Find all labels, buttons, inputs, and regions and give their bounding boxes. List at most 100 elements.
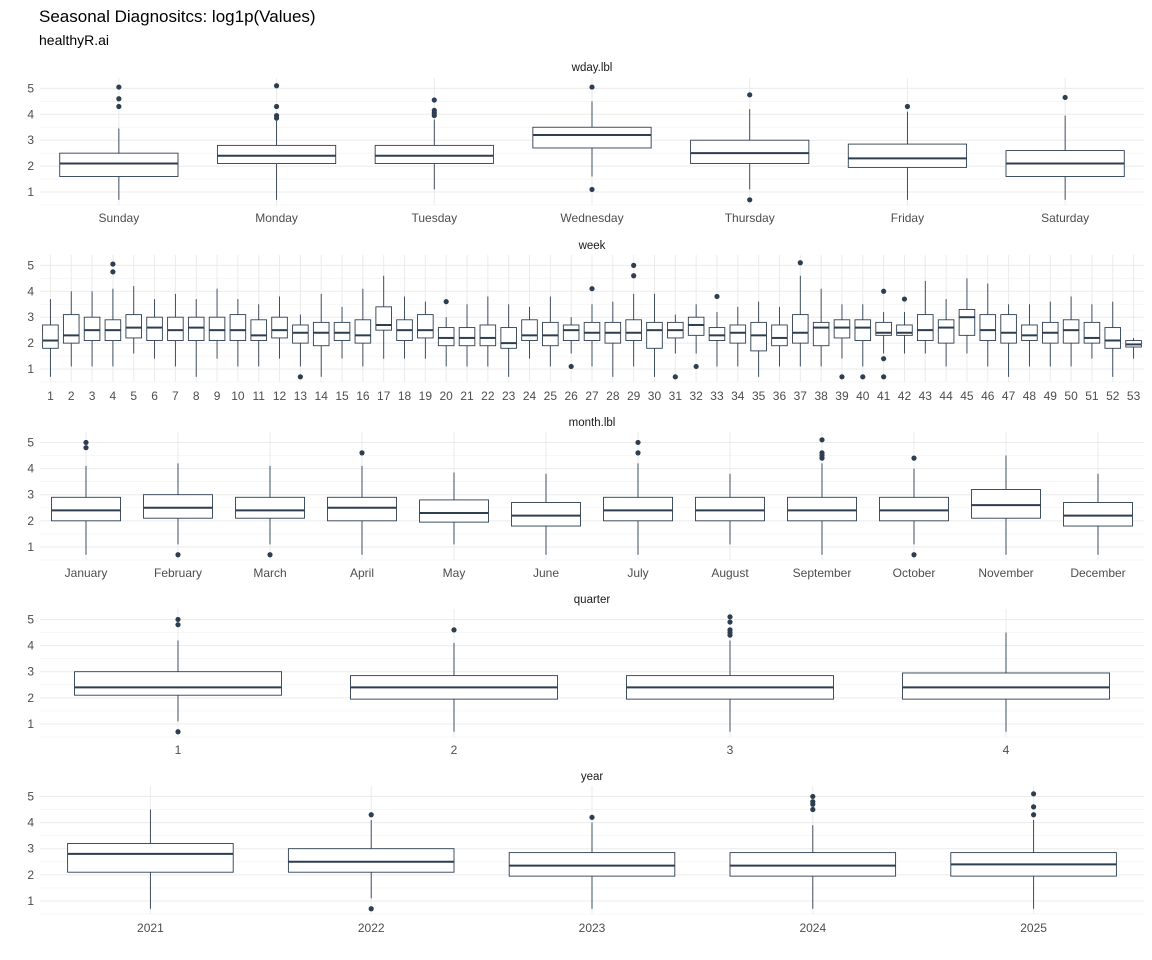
chart-subtitle: healthyR.ai [39,32,109,48]
box [62,314,80,344]
box [1063,502,1133,527]
x-tick-label: 47 [1002,389,1016,403]
boxplot-45 [958,278,976,354]
box [327,496,397,522]
x-tick-label: Wednesday [560,211,623,225]
y-tick-label: 5 [27,435,34,449]
boxplot-26 [562,317,580,370]
x-tick-label: Friday [891,211,924,225]
outlier-point [175,616,181,623]
boxplot-1 [74,616,282,735]
x-tick-label: December [1070,566,1125,580]
outlier-point [881,356,887,362]
outlier-point [727,627,733,633]
outlier-point [727,619,733,625]
x-tick-label: 50 [1064,389,1078,403]
boxplot-Thursday [690,92,810,203]
x-tick-label: Saturday [1041,211,1089,225]
boxplot-December [1063,473,1133,555]
box [958,308,976,336]
box [333,321,351,341]
outlier-point [110,269,116,275]
outlier-point [797,260,803,266]
x-tick-label: 2023 [579,921,606,935]
x-tick-label: 52 [1106,389,1120,403]
boxplot-June [511,473,581,555]
boxplot-8 [187,299,205,377]
outlier-point [116,96,122,102]
y-tick-label: 2 [27,336,34,350]
y-tick-label: 1 [27,185,34,199]
boxplot-3 [83,291,101,367]
x-tick-label: 20 [440,389,454,403]
outlier-point [901,296,908,302]
box [1062,319,1080,344]
outlier-point [431,107,437,113]
y-tick-label: 3 [27,488,34,502]
x-tick-label: 3 [89,389,96,403]
boxplot-52 [1104,301,1122,377]
x-tick-label: 24 [523,389,537,403]
boxplot-49 [1042,301,1059,367]
boxplot-44 [937,299,955,367]
boxplot-January [51,439,121,555]
x-tick-label: 46 [981,389,995,403]
x-tick-label: 26 [564,389,578,403]
boxplot-13 [292,314,309,380]
x-tick-label: 13 [294,389,308,403]
boxplot-15 [333,306,351,359]
boxplot-25 [542,296,559,367]
boxplot-17 [375,275,392,359]
box [847,143,968,168]
y-tick-label: 4 [27,107,34,121]
boxplot-36 [771,306,788,367]
y-tick-label: 5 [27,81,34,95]
boxplot-53 [1125,337,1142,359]
outlier-point [368,812,374,818]
outlier-point [451,627,457,633]
boxplot-41 [875,288,892,380]
y-tick-label: 4 [27,462,34,476]
x-tick-label: 21 [460,389,474,403]
x-tick-label: 31 [669,389,683,403]
outlier-point [693,363,699,370]
boxplot-31 [667,314,684,380]
x-tick-label: 32 [689,389,703,403]
boxplot-1 [42,299,59,377]
box [312,321,330,347]
x-tick-label: 10 [231,389,245,403]
outlier-point [747,197,753,203]
boxplot-34 [729,306,747,367]
y-tick-label: 3 [27,133,34,147]
x-tick-label: 27 [585,389,599,403]
x-tick-label: 14 [315,389,329,403]
y-tick-label: 3 [27,842,34,856]
outlier-point [589,84,595,90]
y-tick-label: 4 [27,284,34,298]
box [250,319,267,341]
x-tick-label: 1 [175,743,182,757]
boxplot-38 [812,288,830,367]
x-tick-label: Sunday [99,211,140,225]
box [167,316,184,341]
outlier-point [881,374,887,380]
y-tick-label: 2 [27,514,34,528]
x-tick-label: 8 [193,389,200,403]
y-tick-label: 1 [27,717,34,731]
boxplot-29 [625,262,642,367]
x-tick-label: May [443,566,466,580]
outlier-point [589,814,595,820]
boxplot-March [235,465,305,558]
y-tick-label: 3 [27,310,34,324]
box [216,144,337,164]
x-tick-label: January [65,566,108,580]
x-tick-label: 2 [68,389,75,403]
x-tick-label: February [154,566,202,580]
outlier-point [1062,94,1068,101]
y-tick-label: 1 [27,362,34,376]
box [42,324,59,349]
x-tick-label: 37 [794,389,808,403]
box [771,324,788,347]
